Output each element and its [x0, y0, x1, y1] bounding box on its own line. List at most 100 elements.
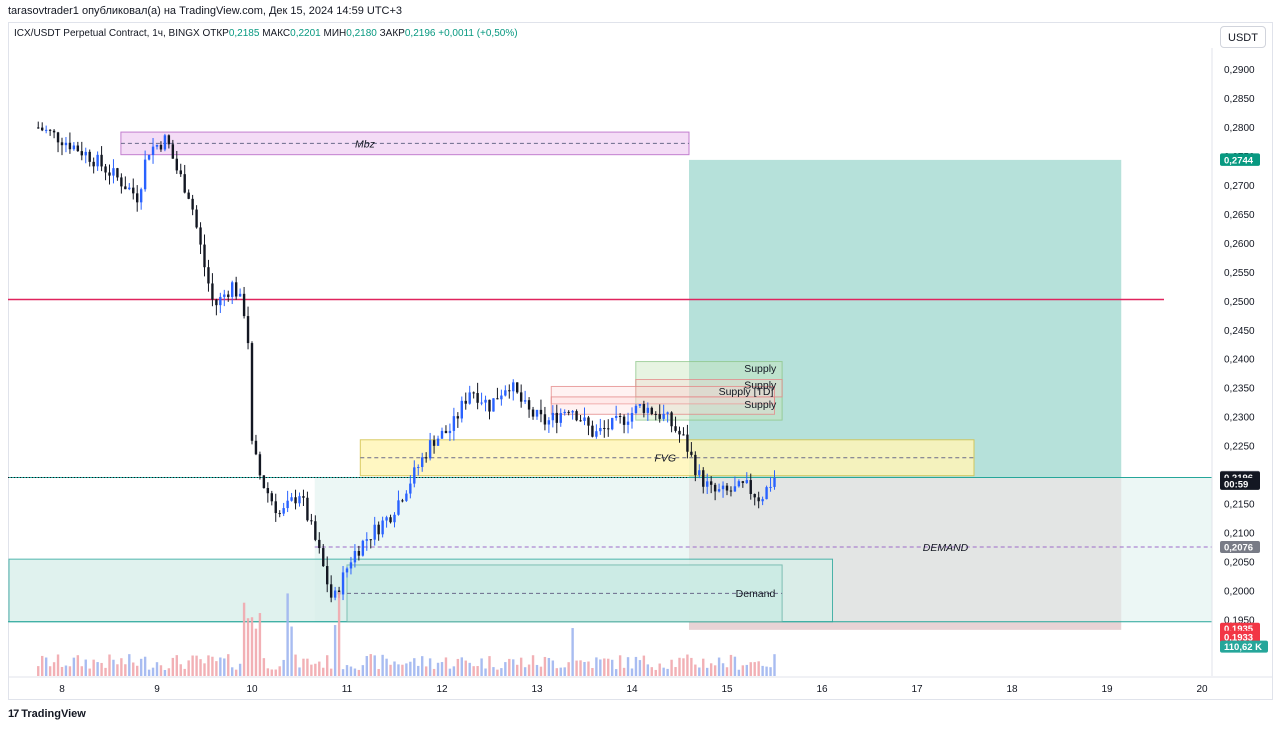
volume-bar — [698, 667, 701, 676]
volume-bar — [179, 664, 182, 676]
y-tick-label: 0,2600 — [1224, 239, 1255, 250]
candle — [64, 142, 68, 146]
volume-bar — [717, 657, 721, 676]
candle — [282, 508, 285, 514]
candle — [333, 590, 337, 598]
volume-bar — [238, 663, 242, 676]
volume-bar — [611, 659, 614, 676]
candle — [428, 440, 432, 459]
volume-bar — [48, 666, 52, 676]
candle — [567, 411, 570, 413]
volume-bar — [721, 663, 725, 676]
price-label-bg-7 — [1220, 630, 1260, 643]
candle — [52, 130, 56, 133]
volume-bar — [634, 656, 638, 676]
candle — [741, 481, 745, 483]
volume-bar — [421, 656, 424, 676]
open-label: ОТКР — [202, 28, 229, 39]
volume-bar — [761, 665, 764, 676]
volume-bar — [349, 666, 353, 676]
volume-bar — [599, 659, 602, 676]
candle — [717, 489, 721, 492]
candle — [571, 411, 574, 413]
candle — [753, 493, 756, 498]
candle — [203, 244, 206, 268]
volume-bar — [116, 664, 119, 676]
candle — [456, 416, 460, 419]
volume-bar — [448, 668, 452, 676]
volume-bar — [397, 664, 400, 676]
volume-bar — [139, 658, 143, 676]
candle — [500, 395, 503, 400]
volume-bar — [147, 669, 151, 676]
tradingview-brand[interactable]: 17 TradingView — [8, 708, 86, 720]
volume-bar — [211, 656, 214, 676]
tradingview-logo-icon: 17 — [8, 708, 19, 720]
volume-bar — [377, 668, 380, 676]
candle — [555, 412, 558, 423]
candle — [191, 198, 194, 210]
candle — [721, 485, 725, 490]
candle — [88, 151, 91, 162]
volume-bar — [326, 655, 329, 676]
supply-label-5: Supply — [744, 380, 777, 392]
volume-bar — [282, 659, 285, 676]
y-tick-label: 0,2450 — [1224, 326, 1255, 337]
candle — [563, 411, 566, 414]
symbol-title[interactable]: ICX/USDT Perpetual Contract, 1ч, BINGX — [14, 28, 200, 39]
candle — [274, 501, 277, 514]
volume-bar — [298, 667, 301, 676]
volume-bar — [725, 667, 729, 676]
volume-bar — [278, 666, 281, 676]
y-tick-label: 0,2900 — [1224, 65, 1255, 76]
volume-bar — [626, 657, 630, 676]
candle — [690, 451, 693, 455]
volume-bar — [690, 657, 693, 676]
open-value: 0,2185 — [228, 28, 260, 39]
candle — [108, 172, 111, 176]
volume-bar — [203, 663, 206, 676]
candle — [682, 434, 685, 436]
candle — [575, 411, 578, 421]
volume-bar — [195, 655, 198, 676]
volume-bar — [531, 655, 535, 676]
volume-bar — [745, 664, 748, 676]
volume-bar — [191, 655, 194, 676]
volume-bar — [215, 661, 218, 676]
candle — [112, 168, 115, 176]
volume-bar — [409, 661, 412, 676]
x-tick-label: 18 — [1006, 684, 1018, 695]
volume-bar — [310, 664, 313, 676]
candle — [761, 499, 764, 502]
x-tick-label: 15 — [721, 684, 733, 695]
candle — [694, 454, 697, 476]
currency-button[interactable]: USDT — [1220, 26, 1266, 48]
candle — [349, 562, 353, 569]
volume-bar — [329, 668, 333, 676]
candle — [215, 299, 218, 306]
fvg-label: FVG — [654, 453, 676, 465]
volume-bar — [559, 667, 562, 676]
candle — [662, 413, 665, 419]
volume-bar — [650, 667, 653, 676]
volume-bar — [488, 656, 491, 676]
volume-bar — [401, 664, 404, 676]
candle — [100, 154, 103, 167]
volume-bar — [60, 666, 64, 676]
volume-bar — [607, 658, 610, 676]
volume-bar — [591, 668, 594, 676]
volume-bar — [646, 664, 650, 676]
volume-bar — [563, 667, 566, 676]
volume-bar — [124, 664, 127, 676]
y-tick-label: 0,2850 — [1224, 94, 1255, 105]
volume-bar — [773, 654, 776, 676]
candle — [626, 421, 630, 425]
candle — [393, 514, 396, 523]
candle — [381, 520, 384, 535]
volume-bar — [472, 666, 475, 676]
candle — [642, 404, 646, 413]
volume-bar — [143, 656, 147, 676]
candle — [769, 486, 772, 488]
price-label-bg-1 — [1220, 153, 1260, 166]
